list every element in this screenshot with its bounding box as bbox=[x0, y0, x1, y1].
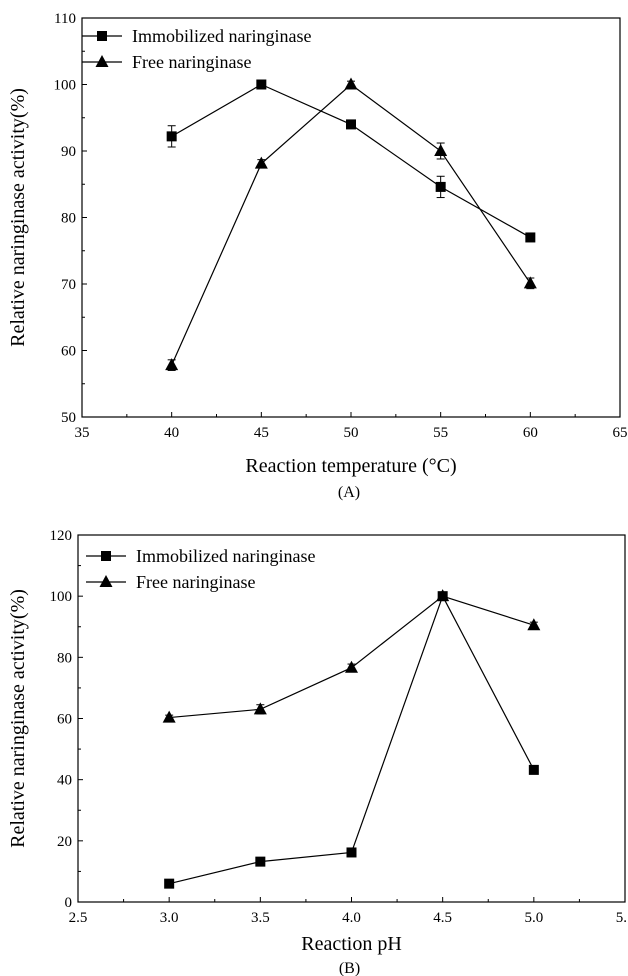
y-tick-label: 0 bbox=[65, 895, 73, 911]
y-tick-label: 60 bbox=[57, 712, 72, 728]
x-tick-label: 65 bbox=[613, 425, 628, 441]
chart-panel-temperature: 35 40 45 50 55 60 65 50 60 70 80 90 100 110 Reaction t… bbox=[7, 11, 628, 501]
x-tick-label: 3.0 bbox=[160, 910, 179, 926]
x-tick-label: 4.5 bbox=[433, 910, 452, 926]
y-tick-label: 110 bbox=[54, 11, 76, 27]
data-point bbox=[528, 764, 539, 775]
legend-marker bbox=[99, 575, 113, 587]
y-axis-title: Relative naringinase activity(%) bbox=[7, 88, 29, 347]
data-point bbox=[253, 702, 267, 715]
panel-label: (A) bbox=[338, 484, 360, 501]
data-point bbox=[254, 156, 268, 169]
data-point bbox=[344, 77, 358, 90]
legend-marker bbox=[95, 55, 109, 67]
y-tick-label: 60 bbox=[61, 344, 76, 360]
x-tick-label: 3.5 bbox=[251, 910, 270, 926]
x-tick-label: 45 bbox=[254, 425, 269, 441]
y-tick-label: 120 bbox=[50, 528, 73, 544]
y-tick-label: 80 bbox=[57, 650, 72, 666]
data-point bbox=[346, 119, 356, 130]
y-tick-label: 100 bbox=[50, 589, 73, 605]
x-tick-label: 5.0 bbox=[524, 910, 543, 926]
data-point bbox=[527, 618, 541, 631]
chart-panel-ph: 2.5 3.0 3.5 4.0 4.5 5.0 5.020406080100120React… bbox=[7, 528, 627, 976]
data-point bbox=[166, 131, 177, 142]
x-axis-title: Reaction pH bbox=[301, 933, 402, 955]
x-tick-label: 55 bbox=[433, 425, 448, 441]
panel-label: (B) bbox=[339, 960, 360, 976]
series-triangle bbox=[165, 77, 537, 371]
legend-label: Free naringinase bbox=[132, 52, 251, 72]
legend-entry: Immobilized naringinase bbox=[82, 26, 311, 46]
data-point bbox=[436, 589, 450, 602]
series-square bbox=[166, 79, 536, 243]
data-point bbox=[256, 79, 267, 90]
legend-marker bbox=[101, 551, 111, 561]
y-tick-label: 80 bbox=[61, 211, 76, 227]
x-tick-label: 4.0 bbox=[342, 910, 361, 926]
y-axis-title: Relative naringinase activity(%) bbox=[7, 589, 29, 848]
data-point bbox=[162, 710, 176, 723]
y-tick-label: 70 bbox=[61, 277, 76, 293]
series-triangle bbox=[162, 589, 541, 723]
legend-label: Free naringinase bbox=[136, 572, 255, 592]
data-point bbox=[525, 232, 536, 243]
legend-entry: Free naringinase bbox=[86, 572, 255, 592]
x-tick-label: 40 bbox=[164, 425, 179, 441]
data-point bbox=[435, 181, 446, 192]
data-point bbox=[434, 144, 448, 156]
y-tick-label: 90 bbox=[61, 144, 76, 160]
x-tick-label: 2.5 bbox=[69, 910, 88, 926]
x-tick-label: 60 bbox=[523, 425, 538, 441]
series-line bbox=[169, 595, 535, 719]
series-line bbox=[171, 83, 531, 238]
data-point bbox=[523, 276, 537, 289]
legend-entry: Immobilized naringinase bbox=[86, 546, 315, 566]
data-point bbox=[165, 358, 179, 371]
legend-entry: Free naringinase bbox=[82, 52, 251, 72]
y-tick-label: 20 bbox=[57, 834, 72, 850]
y-tick-label: 100 bbox=[54, 78, 77, 94]
data-point bbox=[345, 660, 358, 673]
data-point bbox=[164, 878, 175, 889]
x-tick-label: 50 bbox=[344, 425, 359, 441]
x-tick-label: 5. bbox=[616, 910, 627, 926]
series-line bbox=[169, 594, 535, 885]
data-point bbox=[346, 847, 357, 858]
x-axis-title: Reaction temperature (°C) bbox=[245, 455, 456, 477]
x-tick-label: 35 bbox=[75, 425, 90, 441]
legend-label: Immobilized naringinase bbox=[132, 26, 311, 46]
series-square bbox=[164, 591, 539, 889]
legend-label: Immobilized naringinase bbox=[136, 546, 315, 566]
y-tick-label: 40 bbox=[57, 773, 72, 789]
data-point bbox=[255, 856, 266, 867]
y-tick-label: 50 bbox=[61, 410, 76, 426]
legend-marker bbox=[97, 31, 107, 41]
